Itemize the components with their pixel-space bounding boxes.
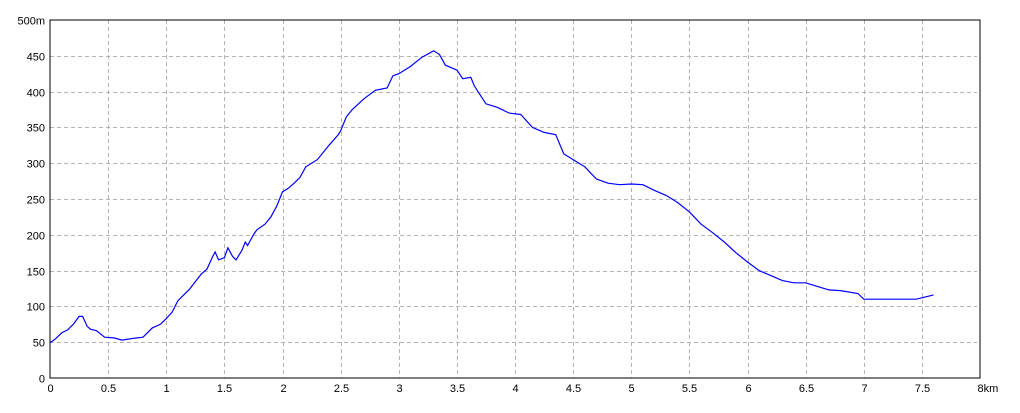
elevation-line — [49, 50, 934, 344]
x-tick-label: 4.5 — [566, 383, 581, 395]
x-tick-label: 0 — [47, 383, 53, 395]
y-tick-label: 300 — [27, 159, 45, 171]
y-tick-label: 400 — [27, 88, 45, 100]
x-tick-label: 3.5 — [450, 383, 465, 395]
y-tick-label: 200 — [27, 231, 45, 243]
y-tick-label: 450 — [27, 52, 45, 64]
x-tick-label: 0.5 — [101, 383, 116, 395]
x-tick-label: 8km — [978, 383, 999, 395]
y-tick-label: 250 — [27, 195, 45, 207]
y-tick-label: 100 — [27, 302, 45, 314]
y-tick-label: 0 — [39, 374, 45, 386]
y-axis-ticks: 0 50 100 150 200 250 300 350 400 450 500m — [17, 16, 45, 386]
x-tick-label: 7.5 — [915, 383, 930, 395]
x-tick-label: 1 — [163, 383, 169, 395]
grid — [50, 20, 977, 378]
x-tick-label: 6.5 — [799, 383, 814, 395]
x-tick-label: 2.5 — [334, 383, 349, 395]
x-tick-label: 7 — [861, 383, 867, 395]
x-tick-label: 5.5 — [682, 383, 697, 395]
y-tick-label: 150 — [27, 267, 45, 279]
x-tick-label: 1.5 — [217, 383, 232, 395]
x-axis-ticks: 0 0.5 1 1.5 2 2.5 3 3.5 4 4.5 5 5.5 6 6.5 7 7.5 8km — [47, 383, 998, 395]
y-tick-label: 50 — [33, 338, 45, 350]
x-tick-label: 2 — [280, 383, 286, 395]
x-tick-label: 6 — [745, 383, 751, 395]
x-tick-label: 5 — [628, 383, 634, 395]
x-tick-label: 4 — [512, 383, 518, 395]
y-tick-label: 500m — [17, 16, 45, 28]
y-tick-label: 350 — [27, 123, 45, 135]
plot-frame — [49, 19, 981, 379]
x-tick-label: 3 — [396, 383, 402, 395]
